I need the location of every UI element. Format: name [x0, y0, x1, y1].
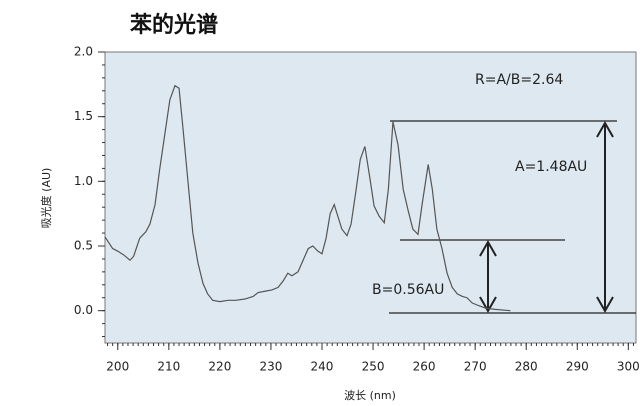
y-tick-label: 0.5: [74, 239, 93, 253]
y-tick-label: 2.0: [74, 45, 93, 59]
x-tick-label: 240: [311, 360, 334, 374]
annotation: A=1.48AU: [515, 159, 587, 175]
annotation-lines: [389, 120, 636, 314]
x-tick-label: 230: [259, 360, 282, 374]
b-arrowheads: [479, 239, 497, 314]
spectrum-line: [104, 84, 511, 312]
y-tick-label: 0.0: [74, 303, 93, 317]
y-tick-label: 1.0: [74, 174, 93, 188]
x-tick-label: 250: [362, 360, 385, 374]
x-tick-label: 300: [617, 360, 640, 374]
x-tick-label: 290: [566, 360, 589, 374]
x-tick-label: 220: [208, 360, 231, 374]
chart-title: 苯的光谱: [129, 12, 218, 38]
plot-area: [104, 51, 637, 344]
x-tick-label: 270: [464, 360, 487, 374]
annotation: B=0.56AU: [372, 282, 444, 298]
x-tick-label: 260: [413, 360, 436, 374]
a-arrowheads: [596, 120, 614, 314]
y-axis-label: 吸光度 (AU): [39, 168, 53, 229]
x-tick-label: 210: [157, 360, 180, 374]
y-tick-label: 1.5: [74, 109, 93, 123]
x-tick-label: 280: [515, 360, 538, 374]
annotation: R=A/B=2.64: [475, 72, 563, 88]
x-tick-label: 200: [106, 360, 129, 374]
x-axis-label: 波长 (nm): [344, 389, 396, 402]
